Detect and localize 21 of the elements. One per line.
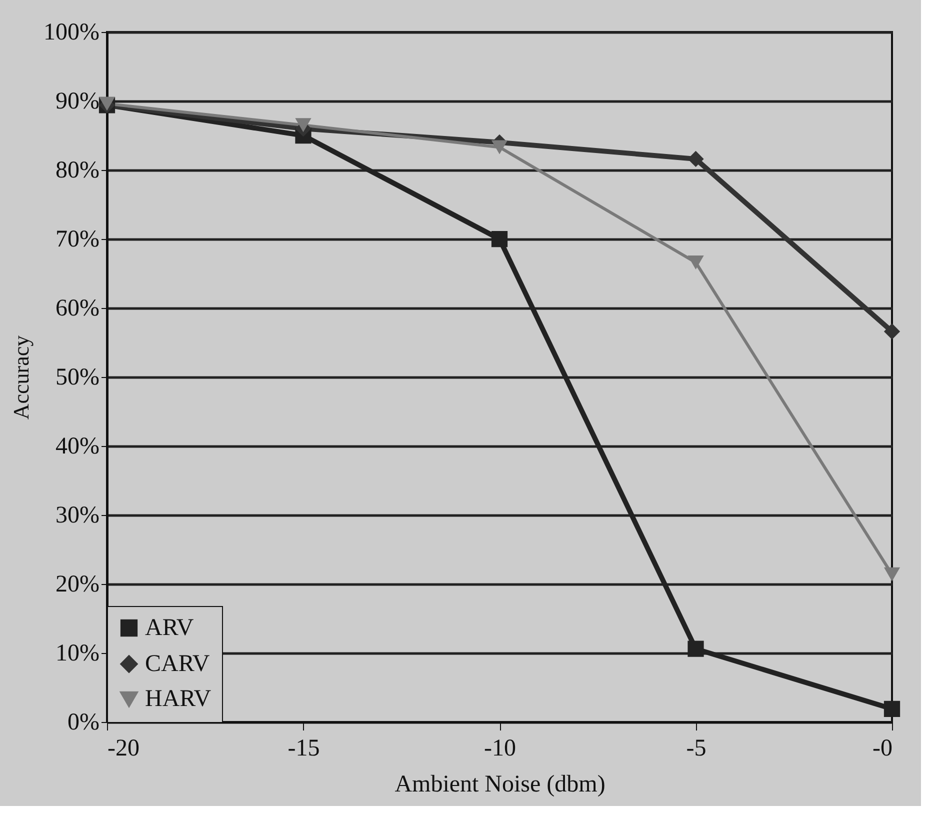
legend-label: CARV	[145, 651, 210, 677]
y-tick-label: 100%	[44, 20, 100, 46]
y-axis-title: Accuracy	[8, 335, 34, 420]
y-tick-label: 30%	[56, 502, 100, 528]
y-tick-label: 60%	[56, 296, 100, 322]
y-tick-label: 40%	[56, 434, 100, 460]
y-tick-label: 90%	[56, 88, 100, 114]
x-tick-label: -15	[288, 736, 320, 762]
x-tick-label: -10	[484, 736, 516, 762]
y-tick-label: 50%	[56, 364, 100, 390]
y-tick-label: 70%	[56, 226, 100, 252]
y-tick-label: 10%	[56, 640, 100, 666]
legend-label: HARV	[145, 686, 212, 712]
x-tick-label: -0	[872, 736, 892, 762]
y-tick-label: 80%	[56, 158, 100, 184]
y-tick-label: 20%	[56, 572, 100, 598]
x-tick-label: -5	[686, 736, 706, 762]
legend-label: ARV	[145, 615, 194, 641]
y-tick-label: 0%	[68, 710, 100, 736]
x-tick-label: -20	[108, 736, 140, 762]
x-axis-title: Ambient Noise (dbm)	[394, 772, 606, 798]
